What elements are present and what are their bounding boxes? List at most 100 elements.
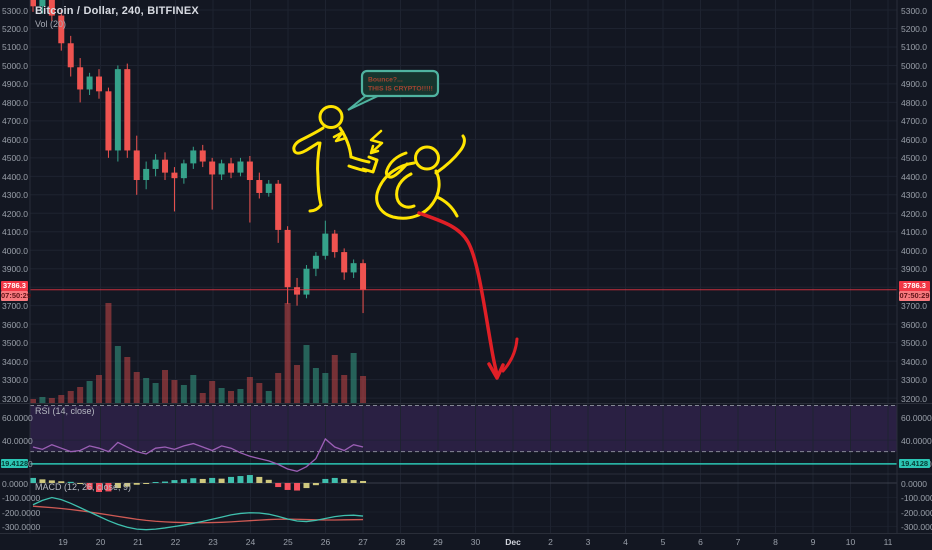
down-arrow-drawing[interactable] [417,211,519,380]
volume-bar[interactable] [209,381,216,403]
macd-histogram-bar[interactable] [228,476,235,483]
candle[interactable] [246,161,253,181]
macd-pane[interactable] [30,475,897,531]
volume-indicator-label[interactable]: Vol (20) [35,19,67,29]
macd-histogram-bar[interactable] [265,479,272,483]
volume-bar[interactable] [48,398,55,403]
candle[interactable] [322,233,329,256]
candlestick-series[interactable] [30,0,367,314]
volume-bar[interactable] [77,387,84,403]
macd-histogram-bar[interactable] [209,477,216,483]
macd-histogram-bar[interactable] [171,480,178,483]
volume-bar[interactable] [30,399,36,403]
macd-histogram-bar[interactable] [190,478,197,483]
macd-histogram-bar[interactable] [218,478,225,483]
volume-bar[interactable] [86,381,93,403]
rsi-indicator-label[interactable]: RSI (14, close) [35,406,95,416]
macd-histogram-bar[interactable] [30,477,36,483]
volume-bar[interactable] [312,368,319,403]
candle[interactable] [58,15,65,44]
macd-histogram-bar[interactable] [162,481,169,483]
candle[interactable] [303,268,310,295]
volume-bar[interactable] [331,355,338,403]
candle[interactable] [67,43,74,68]
volume-bar[interactable] [199,393,206,403]
rsi-line[interactable] [32,437,364,472]
macd-histogram-bar[interactable] [312,483,319,486]
volume-series[interactable] [30,303,367,403]
macd-histogram-bar[interactable] [275,483,282,488]
volume-bar[interactable] [350,353,357,403]
candle[interactable] [124,69,131,151]
macd-histogram-bar[interactable] [237,476,244,483]
macd-histogram-bar[interactable] [180,479,187,483]
candle[interactable] [105,91,112,151]
candle[interactable] [180,163,187,179]
macd-histogram-bar[interactable] [96,483,103,492]
candle[interactable] [143,168,150,181]
macd-histogram-bar[interactable] [39,479,46,483]
volume-bar[interactable] [143,378,150,403]
candle[interactable] [133,150,140,181]
volume-bar[interactable] [96,375,103,403]
time-scale[interactable]: 19 20 21 22 23 24 25 26 27 28 29 30 Dec 2 3 4 5 6 7 8 9 10 11 [0,533,932,550]
candle[interactable] [218,163,225,175]
macd-indicator-label[interactable]: MACD (12, 26, close, 9) [35,482,132,492]
volume-bar[interactable] [105,303,112,403]
macd-histogram-bar[interactable] [114,483,121,489]
macd-histogram-bar[interactable] [360,480,367,483]
macd-histogram-bar[interactable] [284,483,291,490]
volume-bar[interactable] [162,370,169,403]
candle[interactable] [199,150,206,162]
candle[interactable] [237,161,244,173]
candle[interactable] [86,76,93,90]
macd-histogram-bar[interactable] [341,478,348,483]
stick-figures-drawing[interactable] [292,105,466,220]
macd-histogram-bar[interactable] [105,483,112,492]
macd-histogram-bar[interactable] [143,483,150,484]
macd-line[interactable] [32,496,364,531]
macd-histogram-bar[interactable] [246,475,253,483]
macd-histogram-bar[interactable] [331,477,338,483]
candle[interactable] [114,69,121,151]
volume-bar[interactable] [284,303,291,403]
volume-bar[interactable] [180,385,187,403]
volume-bar[interactable] [114,346,121,403]
volume-bar[interactable] [39,397,46,403]
macd-histogram-bar[interactable] [256,476,263,483]
macd-histogram-bar[interactable] [67,481,74,483]
volume-bar[interactable] [294,365,301,403]
volume-bar[interactable] [124,357,131,403]
volume-bar[interactable] [218,388,225,403]
left-price-scale[interactable]: 5300.0 5200.0 5100.0 5000.0 4900.0 4800.0 4700… [0,0,40,533]
macd-histogram-bar[interactable] [152,482,159,483]
macd-histogram-bar[interactable] [48,480,55,483]
volume-bar[interactable] [152,383,159,403]
candle[interactable] [294,287,301,295]
volume-bar[interactable] [275,373,282,403]
candle[interactable] [39,0,46,7]
macd-histogram-bar[interactable] [199,478,206,483]
candle[interactable] [350,263,357,273]
candle[interactable] [331,233,338,253]
candle[interactable] [190,150,197,164]
candle[interactable] [152,159,159,169]
candle[interactable] [96,76,103,92]
candle[interactable] [284,229,291,288]
candle[interactable] [256,180,263,193]
candle[interactable] [341,252,348,273]
volume-bar[interactable] [256,383,263,403]
callout-drawing[interactable]: Bounce?... THIS IS CRYPTO!!!!! [347,69,440,111]
candle[interactable] [77,67,84,90]
volume-bar[interactable] [133,372,140,403]
volume-bar[interactable] [171,380,178,403]
candle[interactable] [171,172,178,179]
volume-bar[interactable] [190,375,197,403]
candle[interactable] [360,263,367,290]
symbol-title[interactable]: Bitcoin / Dollar, 240, BITFINEX [35,5,199,17]
volume-bar[interactable] [67,391,74,403]
volume-bar[interactable] [265,391,272,403]
candle[interactable] [209,161,216,175]
macd-histogram-bar[interactable] [77,483,84,484]
